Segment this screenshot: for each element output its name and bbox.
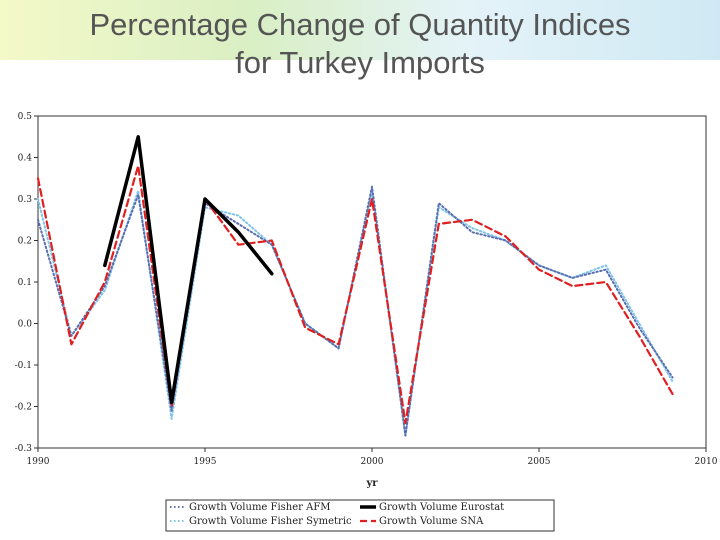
title-line-2: for Turkey Imports [235, 45, 485, 80]
legend-label: Growth Volume SNA [379, 516, 484, 527]
y-tick-label: -0.1 [15, 361, 32, 371]
x-tick-label: 1990 [27, 457, 50, 467]
x-tick-label: 1995 [194, 457, 217, 467]
y-tick-label: 0.0 [18, 320, 33, 330]
title-line-1: Percentage Change of Quantity Indices [89, 7, 631, 42]
x-tick-label: 2010 [695, 457, 718, 467]
series-line-growth-volume-fisher-symetric [37, 189, 674, 437]
plot-area [37, 115, 707, 449]
legend-label: Growth Volume Eurostat [379, 502, 504, 513]
x-axis-label: yr [365, 478, 378, 489]
y-tick-label: -0.3 [15, 444, 33, 454]
series-line-growth-volume-fisher-afm [37, 185, 674, 437]
x-tick-label: 2000 [361, 457, 384, 467]
y-tick-label: 0.2 [18, 237, 32, 247]
y-tick-label: 0.5 [18, 112, 33, 122]
y-tick-label: 0.4 [18, 154, 33, 164]
header-banner [0, 0, 720, 60]
y-tick-label: -0.2 [15, 403, 32, 413]
y-tick-label: 0.3 [18, 195, 33, 205]
x-tick-label: 2005 [528, 457, 551, 467]
page-title: Percentage Change of Quantity Indices fo… [0, 6, 720, 82]
series-line-growth-volume-sna [36, 164, 674, 425]
legend-label: Growth Volume Fisher AFM [189, 502, 331, 513]
legend-box [165, 499, 555, 532]
y-tick-label: 0.1 [18, 278, 32, 288]
legend-label: Growth Volume Fisher Symetric [189, 516, 352, 527]
series-line-growth-volume-eurostat [103, 135, 274, 405]
